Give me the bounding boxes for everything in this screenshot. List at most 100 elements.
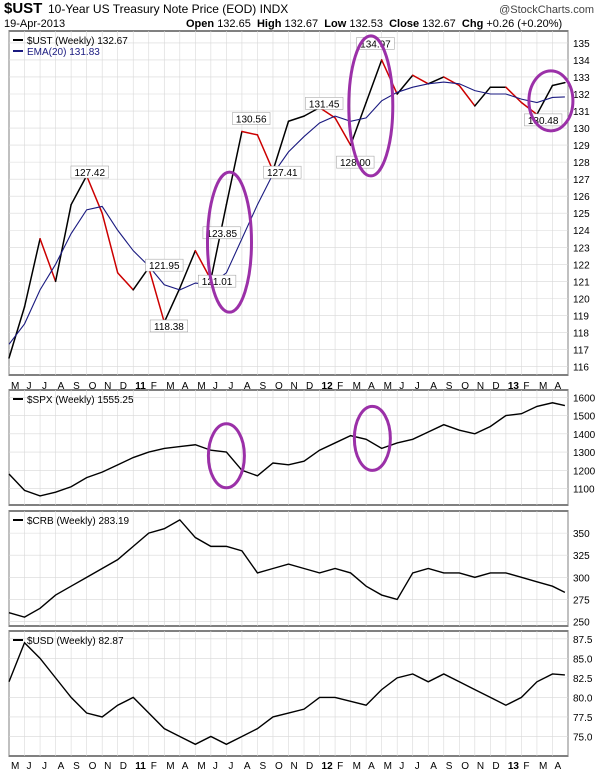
x-month-label: J	[399, 381, 404, 392]
x-month-label: F	[337, 761, 343, 772]
ust-price-segment	[474, 86, 492, 107]
x-month-label: D	[306, 381, 313, 392]
y-tick-label: 134	[573, 56, 590, 67]
x-month-label: 13	[508, 761, 520, 772]
y-tick-label: 1200	[573, 466, 596, 477]
price-annotation-box	[202, 226, 241, 240]
ust-price-segment	[70, 175, 88, 206]
price-annotation-box	[263, 165, 302, 179]
y-tick-label: 126	[573, 192, 590, 203]
y-tick-label: 132	[573, 90, 590, 101]
x-month-label: N	[291, 381, 298, 392]
x-month-label: M	[384, 381, 392, 392]
price-annotation-box	[145, 258, 184, 272]
open-label: Open	[186, 18, 215, 30]
high-value: 132.67	[284, 18, 319, 30]
y-tick-label: 125	[573, 209, 590, 220]
y-tick-label: 85.0	[573, 654, 593, 665]
price-annotation-box	[70, 165, 109, 179]
highlight-ellipse	[205, 170, 253, 314]
x-month-label: M	[384, 761, 392, 772]
change-value: +0.26 (+0.20%)	[486, 18, 563, 30]
x-month-label: A	[58, 761, 65, 772]
price-annotation: 121.95	[149, 261, 180, 272]
x-month-label: 11	[135, 381, 146, 392]
x-month-label: J	[228, 761, 233, 772]
x-month-label: J	[228, 381, 233, 392]
close-value: 132.67	[422, 18, 456, 30]
change-label: Chg	[461, 18, 484, 30]
y-tick-label: 131	[573, 107, 590, 118]
ust-price-segment	[272, 120, 290, 172]
ust-price-segment	[458, 84, 476, 107]
y-tick-label: 325	[573, 551, 590, 562]
ust-price-segment	[116, 272, 134, 291]
x-month-label: D	[306, 761, 313, 772]
y-tick-label: 300	[573, 573, 590, 584]
ust-price-segment	[210, 203, 228, 281]
x-month-label: D	[492, 381, 499, 392]
security-name: 10-Year US Treasury Note Price (EOD)	[48, 2, 257, 16]
x-month-label: A	[244, 761, 251, 772]
series-line	[8, 518, 566, 618]
y-tick-label: 127	[573, 175, 590, 186]
x-month-label: A	[430, 761, 437, 772]
x-month-label: D	[120, 761, 127, 772]
x-month-label: M	[353, 381, 361, 392]
ust-price-segment	[427, 76, 445, 85]
price-annotation: 131.45	[309, 99, 340, 110]
y-tick-label: 130	[573, 124, 590, 135]
high-label: High	[256, 18, 282, 30]
ust-price-segment	[349, 101, 367, 146]
legend-label: $USD (Weekly) 82.87	[27, 636, 124, 647]
x-month-label: S	[446, 381, 453, 392]
y-tick-label: 119	[573, 311, 589, 322]
y-tick-label: 1400	[573, 430, 596, 441]
y-tick-label: 118	[573, 328, 589, 339]
y-tick-label: 350	[573, 529, 590, 540]
ema-line	[8, 81, 565, 345]
y-tick-label: 120	[573, 294, 590, 305]
x-month-label: F	[151, 381, 157, 392]
ust-price-segment	[148, 266, 166, 323]
y-tick-label: 133	[573, 73, 590, 84]
x-month-label: S	[259, 381, 266, 392]
ust-price-segment	[551, 81, 566, 87]
x-month-label: A	[554, 761, 561, 772]
brand-watermark: @StockCharts.com	[499, 4, 594, 16]
x-month-label: M	[166, 381, 174, 392]
x-month-label: O	[461, 381, 469, 392]
price-annotation-box	[232, 112, 271, 125]
y-tick-label: 82.5	[573, 674, 593, 685]
low-label: Low	[324, 18, 347, 30]
low-value: 132.53	[349, 18, 383, 30]
price-annotation: 128.00	[340, 158, 371, 169]
ust-price-segment	[334, 117, 352, 146]
ust-price-segment	[39, 238, 57, 283]
y-tick-label: 87.5	[573, 635, 593, 646]
x-month-label: J	[399, 761, 404, 772]
y-tick-label: 121	[573, 277, 590, 288]
x-month-label: J	[213, 381, 218, 392]
x-month-label: O	[461, 761, 469, 772]
x-month-label: O	[275, 381, 283, 392]
x-month-label: F	[523, 761, 529, 772]
legend-label: $UST (Weekly) 132.67	[27, 36, 128, 47]
y-tick-label: 80.0	[573, 693, 593, 704]
price-annotation-box	[305, 97, 344, 110]
price-annotation: 123.85	[206, 229, 237, 240]
x-month-label: M	[11, 761, 19, 772]
series-line	[8, 641, 565, 746]
exchange-label: INDX	[259, 2, 289, 16]
y-tick-label: 77.5	[573, 713, 593, 724]
x-month-label: S	[446, 761, 453, 772]
x-month-label: J	[415, 761, 420, 772]
x-month-label: M	[539, 381, 547, 392]
price-annotation-box	[198, 274, 237, 288]
x-month-label: 11	[135, 761, 146, 772]
y-tick-label: 117	[573, 345, 589, 356]
x-month-label: M	[166, 761, 174, 772]
ust-price-segment	[256, 134, 274, 172]
y-tick-label: 124	[573, 226, 590, 237]
